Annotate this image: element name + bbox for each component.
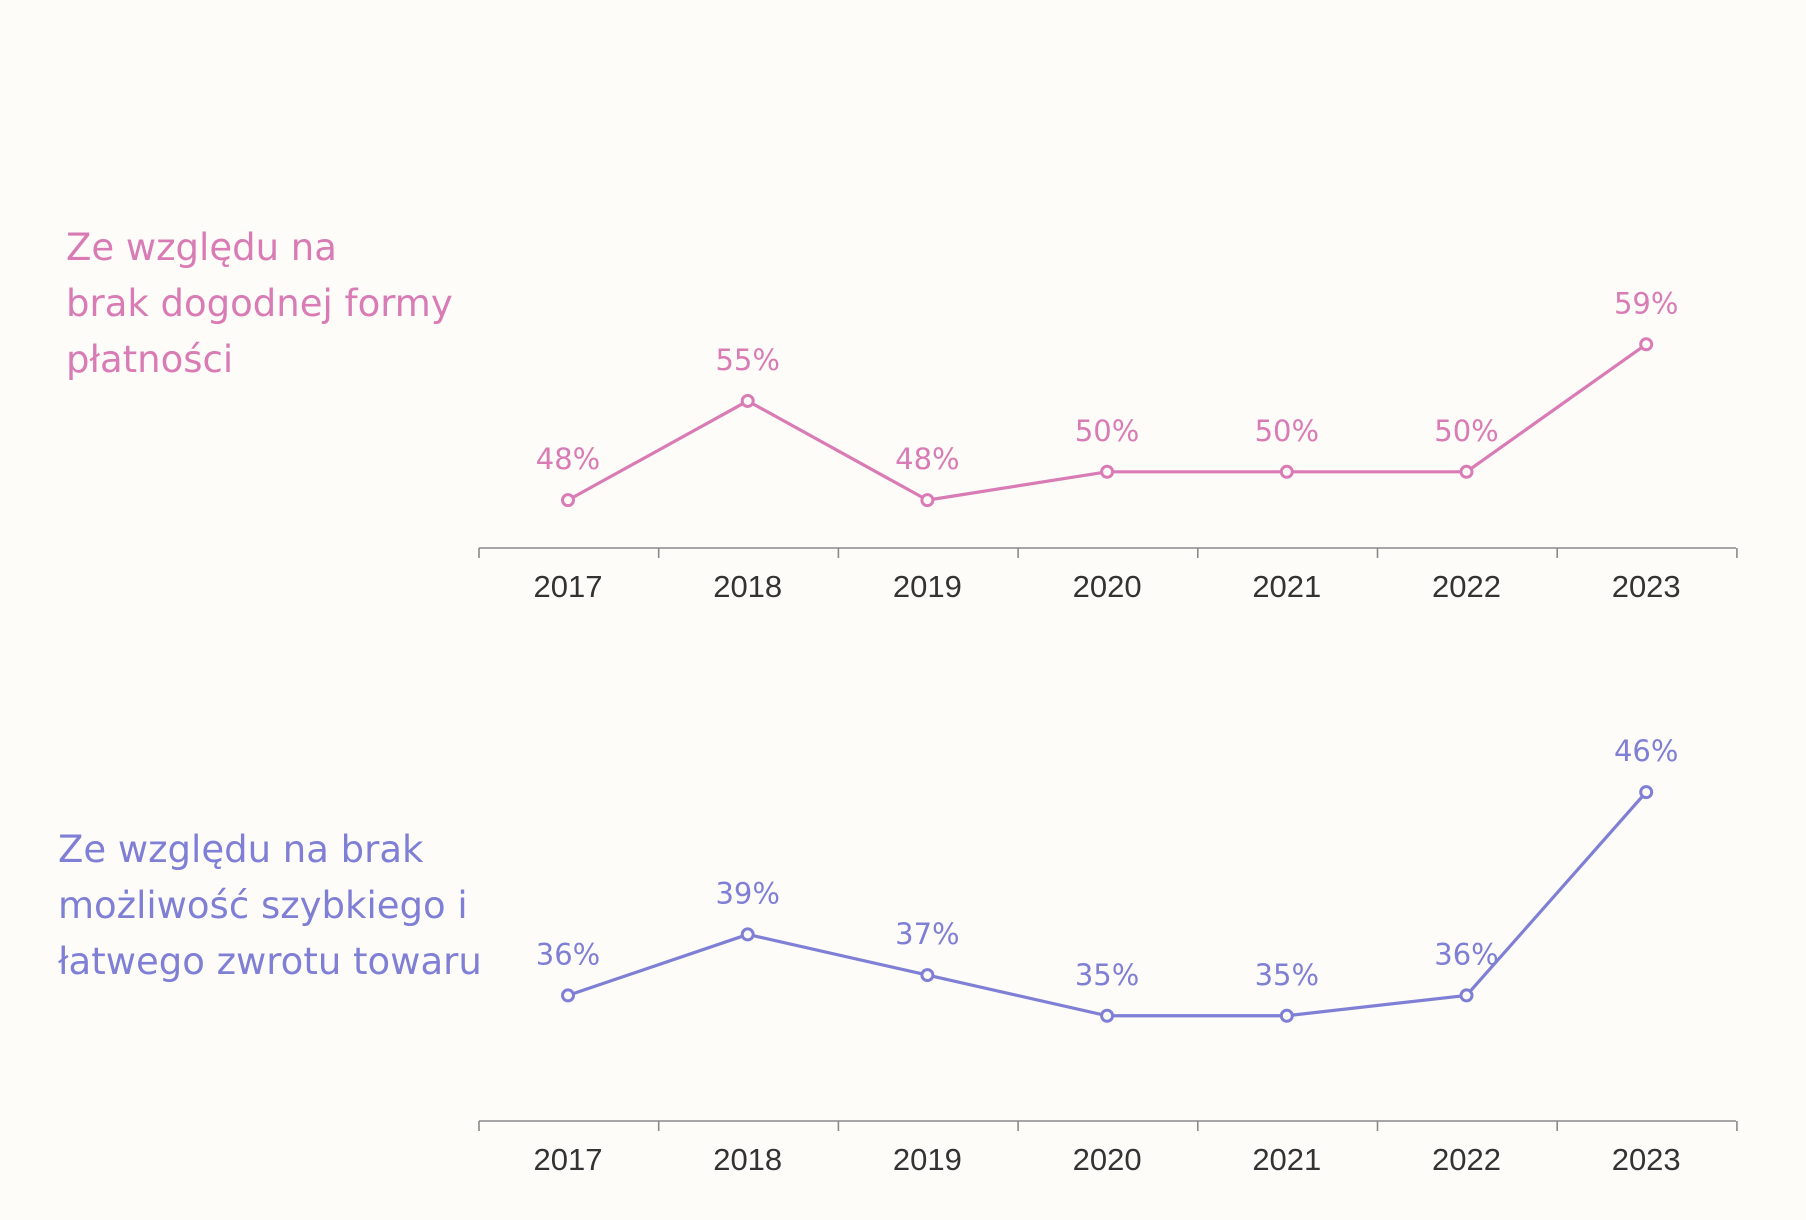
chart-2-data-label: 36% <box>536 937 600 971</box>
chart-1-data-point <box>1279 464 1294 479</box>
chart-2-data-label: 35% <box>1255 958 1319 992</box>
chart-1-tick-label: 2018 <box>713 569 782 604</box>
chart-2-tick-label: 2022 <box>1432 1142 1501 1177</box>
chart-1-tick-label: 2019 <box>893 569 962 604</box>
chart-1-tick-label: 2022 <box>1432 569 1501 604</box>
chart-2-data-point <box>740 927 755 942</box>
chart-2-data-point <box>1279 1008 1294 1023</box>
chart-1-data-label: 50% <box>1075 414 1139 448</box>
chart-2-tick-label: 2021 <box>1252 1142 1321 1177</box>
chart-2-tick-label: 2019 <box>893 1142 962 1177</box>
chart-2-tick-label: 2023 <box>1612 1142 1681 1177</box>
chart-2-data-label: 35% <box>1075 958 1139 992</box>
chart-1-data-label: 50% <box>1434 414 1498 448</box>
chart-2-data-label: 36% <box>1434 937 1498 971</box>
chart-2-data-label: 39% <box>715 876 779 910</box>
chart-2-title: Ze względu na brak możliwość szybkiego i… <box>58 828 482 983</box>
chart-2-data-label: 37% <box>895 917 959 951</box>
chart-2-data-point <box>1100 1008 1115 1023</box>
chart-1-tick-label: 2021 <box>1252 569 1321 604</box>
chart-1-data-point <box>920 493 935 508</box>
chart-1-data-point <box>1639 337 1654 352</box>
chart-1-data-label: 55% <box>715 343 779 377</box>
chart-2-tick-label: 2017 <box>534 1142 603 1177</box>
chart-1-data-label: 48% <box>536 442 600 476</box>
chart-2-data-point <box>1639 785 1654 800</box>
chart-2-data-point <box>920 968 935 983</box>
chart-1-data-point <box>561 493 575 508</box>
chart-1-tick-label: 2017 <box>534 569 603 604</box>
chart-1-data-label: 59% <box>1614 286 1678 320</box>
chart-1-data-label: 50% <box>1255 414 1319 448</box>
chart-2-data-point <box>561 988 575 1003</box>
chart-1-data-label: 48% <box>895 442 959 476</box>
chart-2-tick-label: 2018 <box>713 1142 782 1177</box>
chart-1-tick-label: 2023 <box>1612 569 1681 604</box>
chart-2-data-label: 46% <box>1614 734 1678 768</box>
chart-1-title: Ze względu na brak dogodnej formy płatno… <box>66 226 453 381</box>
chart-1-data-point <box>1459 464 1474 479</box>
chart-1-data-point <box>740 393 755 408</box>
chart-1-data-point <box>1100 464 1115 479</box>
chart-1-tick-label: 2020 <box>1073 569 1142 604</box>
chart-2-data-point <box>1459 988 1474 1003</box>
chart-2-tick-label: 2020 <box>1073 1142 1142 1177</box>
